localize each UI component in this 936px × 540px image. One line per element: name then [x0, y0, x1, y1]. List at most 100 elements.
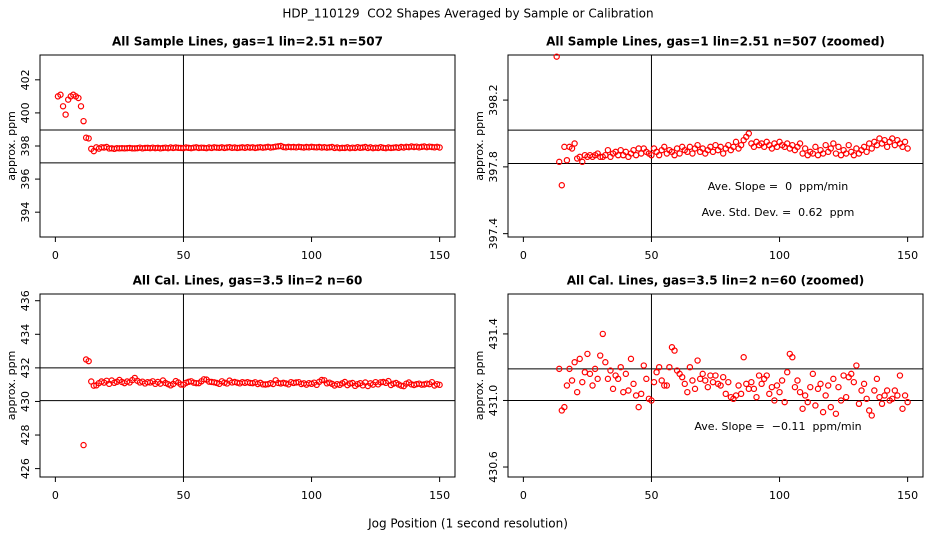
data-point — [635, 145, 642, 152]
data-point — [573, 388, 581, 396]
plot-frame — [507, 54, 924, 238]
y-axis-label: approx. ppm — [473, 351, 486, 421]
y-tick-label: 430 — [19, 391, 32, 412]
annotation: Ave. Slope = −0.11 ppm/min — [694, 420, 861, 433]
data-point — [766, 390, 773, 398]
data-point — [796, 388, 804, 396]
data-point — [784, 368, 791, 376]
data-point — [566, 365, 573, 373]
data-point — [814, 151, 822, 159]
x-tick-label: 150 — [897, 489, 918, 502]
data-point — [848, 370, 855, 378]
x-tick-label: 0 — [520, 249, 527, 262]
data-point — [684, 388, 691, 396]
data-point — [822, 392, 829, 399]
data-point — [745, 130, 753, 137]
data-point — [748, 378, 755, 386]
data-point — [653, 368, 660, 376]
data-point — [558, 182, 565, 189]
data-point — [899, 405, 906, 412]
y-tick-label: 398.2 — [487, 84, 500, 116]
data-point — [678, 373, 686, 381]
data-point — [85, 135, 92, 142]
data-point — [814, 385, 822, 393]
data-point — [568, 145, 576, 152]
data-point — [591, 365, 599, 373]
panel-title: All Cal. Lines, gas=3.5 lin=2 n=60 (zoom… — [567, 274, 865, 288]
y-tick-label: 426 — [19, 458, 32, 479]
data-point — [704, 383, 712, 391]
data-point — [630, 380, 637, 388]
data-point — [617, 364, 624, 371]
data-point — [830, 375, 837, 383]
data-point — [318, 376, 325, 384]
data-point — [750, 385, 758, 393]
data-point — [719, 150, 727, 157]
y-tick-label: 397.8 — [487, 151, 500, 183]
data-point — [663, 382, 671, 389]
data-point — [796, 140, 804, 147]
data-point — [719, 373, 727, 381]
data-point — [840, 372, 847, 379]
data-point — [768, 383, 776, 391]
data-point — [694, 357, 701, 364]
data-point — [702, 377, 709, 384]
x-tick-label: 50 — [176, 489, 190, 502]
data-point — [860, 380, 868, 388]
x-tick-label: 100 — [769, 489, 790, 502]
data-point — [712, 372, 719, 379]
data-point — [830, 140, 837, 147]
y-tick-label: 400 — [19, 102, 32, 123]
data-point — [735, 382, 742, 389]
data-point — [658, 377, 665, 384]
data-point — [889, 395, 896, 403]
data-point — [832, 150, 840, 157]
data-point — [891, 141, 899, 149]
data-point — [632, 151, 640, 159]
data-point — [82, 134, 90, 141]
data-point — [620, 388, 627, 396]
data-point — [837, 151, 845, 159]
panel-title: All Sample Lines, gas=1 lin=2.51 n=507 (… — [546, 35, 885, 49]
data-point — [553, 53, 560, 60]
data-point — [77, 103, 85, 110]
y-tick-label: 397.4 — [487, 218, 500, 250]
data-point — [398, 382, 405, 389]
data-point — [709, 148, 717, 156]
data-point — [863, 395, 870, 403]
data-point — [819, 408, 827, 416]
data-point — [707, 372, 714, 379]
data-point — [655, 151, 663, 159]
data-point — [696, 375, 704, 383]
data-point — [871, 387, 878, 394]
data-point — [835, 383, 842, 391]
data-point — [436, 381, 443, 389]
data-point — [776, 388, 783, 396]
data-point — [763, 372, 770, 379]
y-tick-label: 402 — [19, 69, 32, 90]
data-point — [755, 372, 763, 379]
data-point — [571, 140, 578, 147]
x-tick-label: 150 — [429, 249, 450, 262]
y-tick-label: 428 — [19, 425, 32, 446]
data-point — [799, 150, 806, 157]
data-point — [743, 380, 750, 388]
data-point — [773, 382, 781, 389]
y-tick-label: 434 — [19, 324, 32, 345]
data-point — [80, 117, 87, 125]
panel-title: All Cal. Lines, gas=3.5 lin=2 n=60 — [133, 274, 363, 288]
y-tick-label: 432 — [19, 357, 32, 378]
y-tick-label: 398 — [19, 136, 32, 157]
data-point — [868, 145, 875, 152]
data-point — [599, 330, 606, 338]
data-point — [607, 367, 614, 374]
data-point — [722, 390, 729, 398]
data-point — [655, 364, 663, 371]
data-point — [809, 370, 817, 378]
data-point — [568, 377, 576, 384]
data-point — [873, 375, 881, 383]
data-point — [80, 441, 87, 449]
annotation: Ave. Std. Dev. = 0.62 ppm — [702, 206, 855, 219]
figure-title: HDP_110129 CO2 Shapes Averaged by Sample… — [282, 7, 653, 21]
data-point — [904, 398, 911, 406]
